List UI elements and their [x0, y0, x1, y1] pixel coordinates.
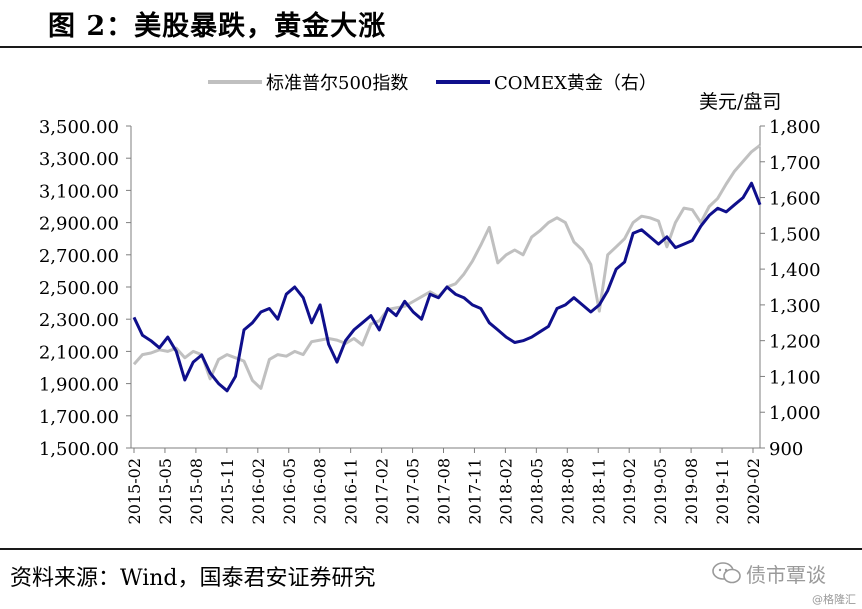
x-tick-label: 2017-05 [404, 458, 423, 524]
series-layer [132, 144, 762, 393]
right-tick-label: 1,700 [769, 153, 821, 174]
right-tick-label: 900 [769, 439, 803, 460]
axes: 1,500.00 1,700.00 1,900.00 2,100.00 2,300.00… [39, 117, 821, 524]
left-tick-label: 2,300.00 [39, 310, 119, 331]
x-tick-label: 2019-08 [682, 458, 701, 524]
right-tick-label: 1,200 [769, 332, 821, 353]
right-tick-label: 1,800 [769, 117, 821, 138]
left-tick-label: 2,700.00 [39, 246, 119, 267]
x-tick-label: 2017-02 [373, 458, 392, 524]
x-tick-label: 2016-02 [249, 458, 268, 524]
watermark: 债市覃谈 [712, 558, 826, 588]
x-tick-label: 2018-05 [527, 458, 546, 524]
title-bar: 图 2：美股暴跌，黄金大涨 [0, 0, 862, 48]
x-tick-label: 2017-11 [465, 458, 484, 524]
series-line-sp500 [132, 144, 761, 390]
right-tick-label: 1,500 [769, 224, 821, 245]
left-tick-label: 2,100.00 [39, 342, 119, 363]
legend-label-sp500: 标准普尔500指数 [266, 73, 408, 94]
x-tick-label: 2019-05 [651, 458, 670, 524]
left-tick-label: 3,100.00 [39, 181, 119, 202]
legend-label-gold: COMEX黄金（右） [494, 73, 657, 94]
right-tick-label: 1,400 [769, 260, 821, 281]
x-tick-label: 2016-11 [342, 458, 361, 524]
x-tick-label: 2015-05 [156, 458, 175, 524]
left-tick-label: 2,500.00 [39, 278, 119, 299]
left-tick-label: 1,700.00 [39, 407, 119, 428]
series-line-gold [132, 181, 762, 393]
x-tick-label: 2015-08 [187, 458, 206, 524]
left-tick-label: 1,900.00 [39, 375, 119, 396]
source-note: 资料来源：Wind，国泰君安证券研究 [10, 566, 376, 591]
figure-title: 图 2：美股暴跌，黄金大涨 [48, 11, 387, 42]
x-tick-label: 2016-08 [311, 458, 330, 524]
legend: 标准普尔500指数 COMEX黄金（右） [208, 73, 657, 94]
right-tick-label: 1,600 [769, 189, 821, 210]
right-tick-label: 1,100 [769, 367, 821, 388]
x-tick-label: 2020-02 [744, 458, 763, 524]
x-tick-label: 2018-11 [589, 458, 608, 524]
x-tick-label: 2019-02 [620, 458, 639, 524]
left-tick-label: 3,300.00 [39, 149, 119, 170]
x-tick-label: 2018-02 [496, 458, 515, 524]
x-tick-label: 2015-11 [218, 458, 237, 524]
x-tick-label: 2016-05 [280, 458, 299, 524]
x-tick-label: 2018-08 [558, 458, 577, 524]
watermark-text: 债市覃谈 [746, 562, 826, 587]
left-tick-label: 3,500.00 [39, 117, 119, 138]
chart: 标准普尔500指数 COMEX黄金（右） 美元/盘司 1,500.00 1,700… [39, 73, 821, 524]
x-tick-label: 2017-08 [435, 458, 454, 524]
left-tick-label: 1,500.00 [39, 439, 119, 460]
footer: 资料来源：Wind，国泰君安证券研究 债市覃谈 @格隆汇 [0, 548, 862, 609]
left-tick-label: 2,900.00 [39, 214, 119, 235]
credit: @格隆汇 [812, 593, 856, 606]
wechat-icon [712, 562, 741, 584]
right-tick-label: 1,000 [769, 403, 821, 424]
right-axis-unit: 美元/盘司 [699, 91, 781, 113]
x-tick-label: 2019-11 [713, 458, 732, 524]
x-tick-label: 2015-02 [125, 458, 144, 524]
right-tick-label: 1,300 [769, 296, 821, 317]
